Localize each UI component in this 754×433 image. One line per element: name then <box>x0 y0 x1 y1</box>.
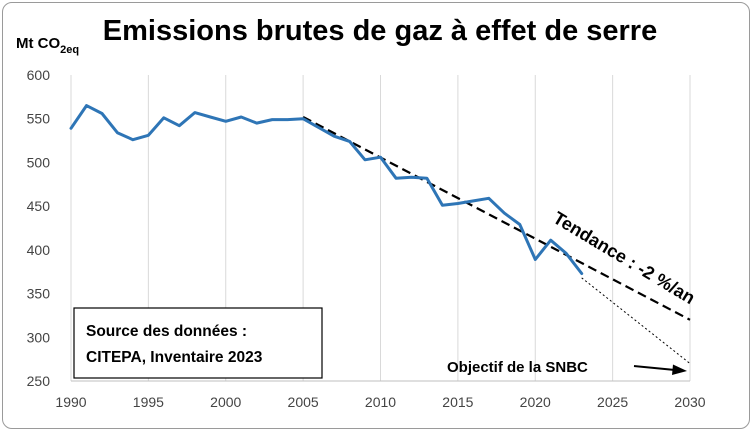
y-tick-label: 400 <box>27 242 51 258</box>
x-tick-label: 2025 <box>597 394 628 410</box>
x-tick-label: 2015 <box>442 394 473 410</box>
annotations: Tendance : -2 %/an Objectif de la SNBC Sou… <box>73 208 699 379</box>
x-tick-label: 2005 <box>288 394 319 410</box>
y-axis-unit-main: Mt CO <box>16 35 60 52</box>
x-tick-label: 2000 <box>210 394 241 410</box>
y-tick-label: 350 <box>27 286 51 302</box>
source-box <box>73 307 323 379</box>
series-layer <box>69 104 691 364</box>
y-axis-unit-subscript: 2eq <box>60 44 79 56</box>
x-tick-label: 1995 <box>133 394 164 410</box>
y-tick-label: 250 <box>27 373 51 389</box>
target-line <box>581 277 691 364</box>
y-tick-label: 300 <box>27 329 51 345</box>
y-tick-label: 550 <box>27 111 51 127</box>
target-arrow-head <box>672 364 687 375</box>
target-label: Objectif de la SNBC <box>447 359 588 376</box>
target-arrow-shaft <box>633 365 676 371</box>
x-tick-label: 2030 <box>674 394 705 410</box>
source-line-2: CITEPA, Inventaire 2023 <box>86 349 263 366</box>
y-tick-label: 600 <box>27 67 51 83</box>
y-tick-label: 500 <box>27 154 51 170</box>
series-line-0 <box>69 104 584 275</box>
x-tick-label: 2010 <box>365 394 396 410</box>
x-tick-label: 2020 <box>520 394 551 410</box>
x-tick-label: 1990 <box>55 394 86 410</box>
trend-line <box>302 115 691 321</box>
y-tick-label: 450 <box>27 198 51 214</box>
chart-title: Emissions brutes de gaz à effet de serre <box>103 15 657 47</box>
axis-ticks: 1990 1995 2000 2005 2010 2015 2020 2025 2030 250 3… <box>27 67 706 410</box>
source-line-1: Source des données : <box>86 323 247 340</box>
trend-label: Tendance : -2 %/an <box>550 208 699 308</box>
y-axis-unit: Mt CO2eq <box>16 35 79 56</box>
